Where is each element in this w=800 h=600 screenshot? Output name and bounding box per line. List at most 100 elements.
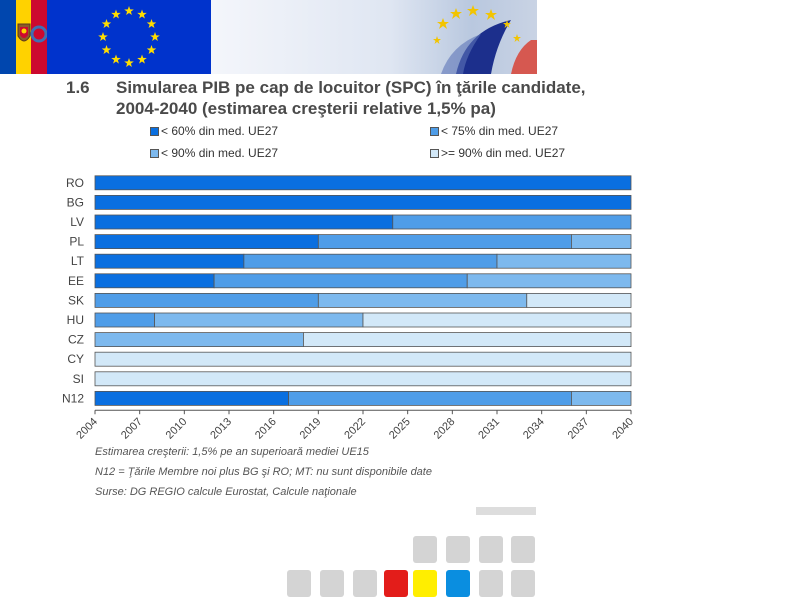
eu-star-icon — [137, 54, 147, 64]
bar-segment — [94, 175, 632, 191]
legend-item-lt75: < 75% din med. UE27 — [430, 124, 558, 138]
x-tick-label: 2031 — [476, 416, 502, 442]
note-sources: Surse: DG REGIO calcule Eurostat, Calcul… — [95, 486, 357, 498]
flag-stripe-yellow — [15, 0, 32, 74]
decor-square — [511, 570, 535, 597]
eu-stars-icon — [98, 6, 160, 67]
x-tick-label: 2013 — [208, 416, 234, 442]
blue-ring-icon — [30, 25, 48, 43]
eu-star-icon — [137, 9, 147, 19]
bar-segment — [94, 312, 155, 328]
chart-title-line2: 2004-2040 (estimarea creşterii relative … — [116, 99, 496, 118]
decor-square — [479, 536, 503, 563]
eu-flag-icon — [47, 0, 211, 74]
decor-square — [446, 536, 470, 563]
legend-label-lt90: < 90% din med. UE27 — [161, 146, 279, 160]
x-tick-label: 2019 — [298, 416, 324, 442]
category-label: LT — [71, 254, 85, 268]
eu-star-icon — [111, 9, 121, 19]
category-label: PL — [69, 235, 84, 249]
chart-title-line1: Simularea PIB pe cap de locuitor (SPC) î… — [116, 78, 586, 97]
legend-swatch-lt75 — [430, 126, 439, 136]
bar-segment — [94, 194, 632, 210]
eu-star-icon — [124, 58, 134, 67]
legend-item-lt60: < 60% din med. UE27 — [150, 124, 278, 138]
bar-segment — [94, 273, 215, 289]
legend-label-ge90: >= 90% din med. UE27 — [441, 146, 566, 160]
legend-swatch-lt60 — [150, 126, 159, 136]
category-label: HU — [67, 313, 84, 327]
eu-enlargement-logo-icon — [433, 5, 537, 74]
category-label: RO — [66, 176, 84, 190]
decor-square — [479, 570, 503, 597]
bar-segment — [317, 234, 572, 250]
eu-star-icon — [124, 6, 134, 15]
x-tick-label: 2022 — [342, 416, 368, 442]
decor-square — [446, 570, 470, 597]
decor-bar — [476, 507, 536, 515]
bar-segment — [94, 390, 289, 406]
legend-label-lt60: < 60% din med. UE27 — [161, 124, 279, 138]
eu-star-icon — [146, 19, 157, 28]
decor-square — [413, 536, 437, 563]
eu-star-icon — [146, 45, 157, 54]
eu-star-icon — [111, 54, 121, 64]
x-tick-label: 2037 — [566, 416, 592, 442]
decor-square — [511, 536, 535, 563]
bar-segment — [526, 292, 632, 308]
x-tick-label: 2004 — [74, 416, 100, 442]
category-label: N12 — [62, 391, 84, 405]
x-tick-label: 2028 — [432, 416, 458, 442]
category-label: EE — [68, 274, 84, 288]
x-tick-label: 2007 — [119, 416, 145, 442]
category-label: SK — [68, 293, 84, 307]
eu-star-icon — [101, 19, 112, 28]
decor-square — [320, 570, 344, 597]
legend-label-lt75: < 75% din med. UE27 — [441, 124, 559, 138]
bar-segment — [571, 234, 632, 250]
decor-square — [413, 570, 437, 597]
eu-star-icon — [98, 32, 108, 41]
category-label: CY — [67, 352, 84, 366]
flag-stripe-blue — [0, 0, 16, 74]
legend-swatch-lt90 — [150, 148, 159, 158]
x-tick-label: 2040 — [610, 416, 636, 442]
bar-segment — [94, 292, 319, 308]
bar-segment — [94, 214, 394, 230]
legend-item-ge90: >= 90% din med. UE27 — [430, 146, 565, 160]
coat-of-arms-icon — [17, 23, 31, 42]
legend-swatch-ge90 — [430, 148, 439, 158]
x-tick-label: 2034 — [521, 416, 547, 442]
category-label: SI — [73, 372, 84, 386]
bar-segment — [213, 273, 468, 289]
note-growth-estimate: Estimarea creşterii: 1,5% pe an superioa… — [95, 446, 369, 458]
bar-segment — [288, 390, 572, 406]
bar-segment — [243, 253, 498, 269]
category-label: CZ — [68, 333, 84, 347]
note-n12-definition: N12 = Ţările Membre noi plus BG şi RO; M… — [95, 466, 432, 478]
x-tick-label: 2025 — [387, 416, 413, 442]
bar-segment — [94, 351, 632, 367]
x-tick-label: 2016 — [253, 416, 279, 442]
bar-segment — [94, 371, 632, 387]
legend-item-lt90: < 90% din med. UE27 — [150, 146, 278, 160]
bar-segment — [94, 332, 304, 348]
eu-star-icon — [101, 45, 112, 54]
bar-segment — [94, 234, 319, 250]
category-label: BG — [67, 195, 84, 209]
decor-square — [384, 570, 408, 597]
bar-segment — [392, 214, 632, 230]
decor-square — [287, 570, 311, 597]
eu-star-icon — [150, 32, 160, 41]
bar-segment — [571, 390, 632, 406]
category-label: LV — [70, 215, 84, 229]
bar-segment — [466, 273, 632, 289]
decor-square — [353, 570, 377, 597]
bar-segment — [362, 312, 632, 328]
bar-segment — [94, 253, 245, 269]
bar-segment — [317, 292, 528, 308]
banner-graphic — [211, 0, 537, 74]
bar-segment — [496, 253, 632, 269]
bar-segment — [303, 332, 632, 348]
